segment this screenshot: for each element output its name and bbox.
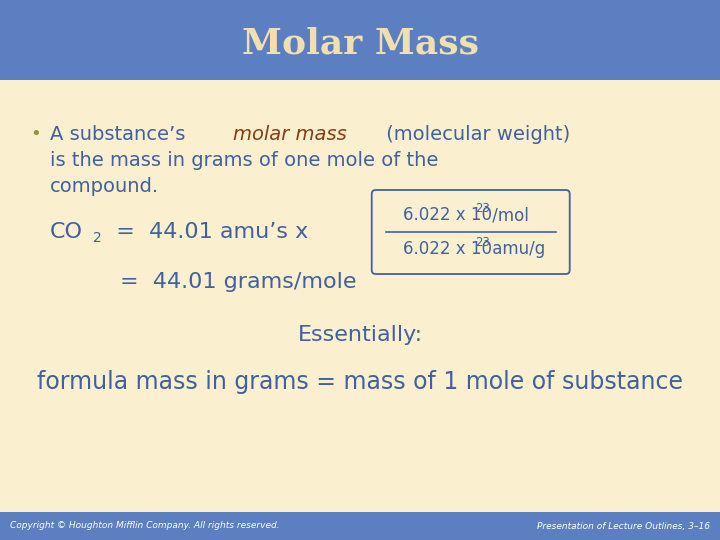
Text: =  44.01 amu’s x: = 44.01 amu’s x bbox=[102, 222, 308, 242]
Text: molar mass: molar mass bbox=[233, 125, 346, 144]
Text: 6.022 x 10: 6.022 x 10 bbox=[402, 206, 492, 224]
Text: is the mass in grams of one mole of the: is the mass in grams of one mole of the bbox=[50, 151, 438, 170]
Text: •: • bbox=[31, 125, 41, 143]
Text: Copyright © Houghton Mifflin Company. All rights reserved.: Copyright © Houghton Mifflin Company. Al… bbox=[10, 522, 279, 530]
Text: =  44.01 grams/mole: = 44.01 grams/mole bbox=[120, 272, 356, 292]
Text: 23: 23 bbox=[474, 202, 490, 215]
Text: A substance’s: A substance’s bbox=[50, 125, 192, 144]
FancyBboxPatch shape bbox=[0, 512, 720, 540]
Text: (molecular weight): (molecular weight) bbox=[379, 125, 570, 144]
Text: Essentially:: Essentially: bbox=[297, 325, 423, 345]
Text: Molar Mass: Molar Mass bbox=[241, 27, 479, 61]
Text: Presentation of Lecture Outlines, 3–16: Presentation of Lecture Outlines, 3–16 bbox=[537, 522, 710, 530]
FancyBboxPatch shape bbox=[372, 190, 570, 274]
Text: formula mass in grams = mass of 1 mole of substance: formula mass in grams = mass of 1 mole o… bbox=[37, 370, 683, 394]
FancyBboxPatch shape bbox=[0, 0, 720, 80]
Text: 2: 2 bbox=[93, 231, 102, 245]
Text: /mol: /mol bbox=[487, 206, 528, 224]
Text: 6.022 x 10: 6.022 x 10 bbox=[402, 240, 492, 258]
Text: compound.: compound. bbox=[50, 177, 159, 196]
Text: amu/g: amu/g bbox=[487, 240, 545, 258]
Text: 23: 23 bbox=[474, 237, 490, 249]
Text: CO: CO bbox=[50, 222, 83, 242]
